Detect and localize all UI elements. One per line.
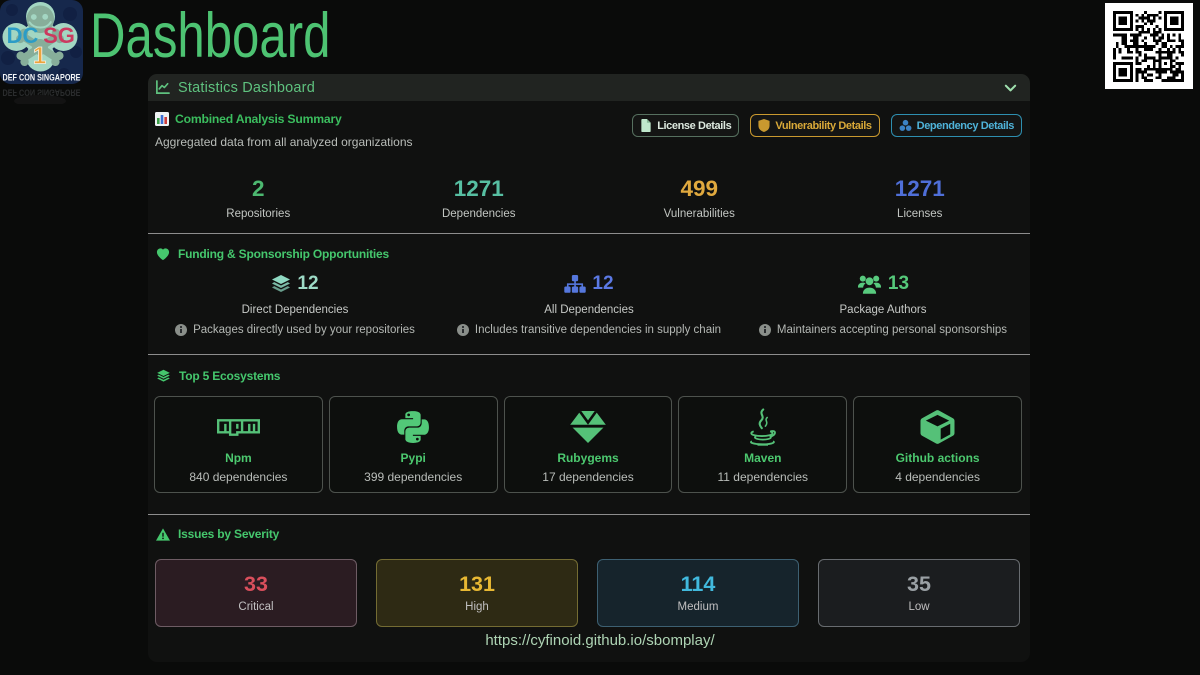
svg-text:DC: DC (7, 23, 39, 48)
svg-text:DEF CON SINGAPORE: DEF CON SINGAPORE (3, 87, 81, 98)
svg-text:1: 1 (33, 43, 46, 70)
svg-text:DEF CON SINGAPORE: DEF CON SINGAPORE (3, 73, 81, 84)
svg-text:SG: SG (43, 23, 75, 48)
